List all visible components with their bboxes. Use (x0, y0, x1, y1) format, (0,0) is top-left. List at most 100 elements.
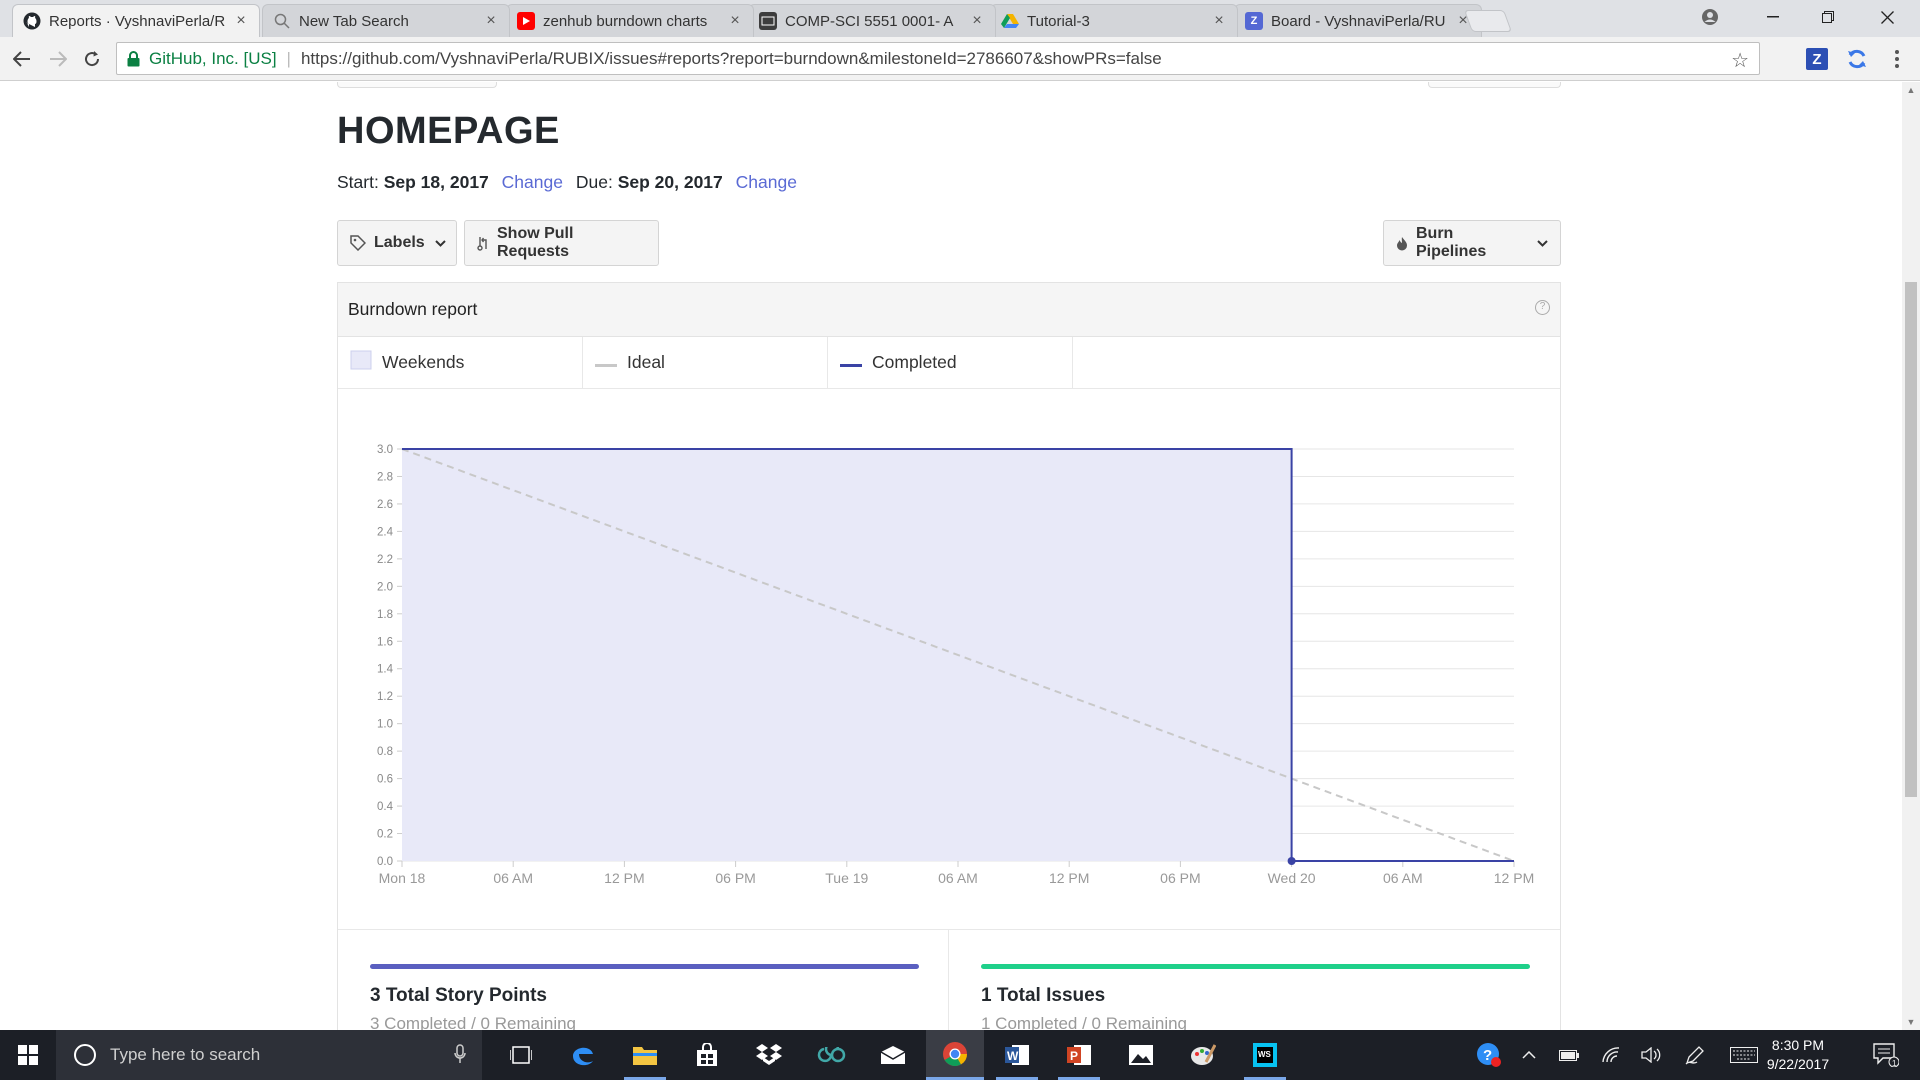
minimize-icon[interactable] (1745, 0, 1800, 34)
mail-icon[interactable] (864, 1030, 922, 1080)
burn-pipelines-button[interactable]: Burn Pipelines (1383, 220, 1561, 266)
legend-ideal-label: Ideal (627, 352, 665, 372)
browser-tab[interactable]: New Tab Search × (262, 4, 510, 37)
tab-close-icon[interactable]: × (972, 12, 982, 29)
blackboard-icon (759, 12, 777, 30)
svg-text:WS: WS (1258, 1050, 1272, 1059)
change-start-link[interactable]: Change (501, 172, 563, 192)
ideal-swatch (595, 352, 617, 373)
legend-completed[interactable]: Completed (828, 337, 1073, 388)
chart-legend: Weekends Ideal Completed (338, 337, 1560, 389)
y-tick-label: 0.8 (377, 746, 393, 758)
tab-close-icon[interactable]: × (730, 12, 740, 29)
show-hidden-icons-icon[interactable] (1516, 1030, 1542, 1080)
tab-close-icon[interactable]: × (1458, 12, 1468, 29)
browser-tab-title: COMP-SCI 5551 0001- A (785, 12, 954, 30)
page-scrollbar[interactable]: ▲ ▼ (1902, 82, 1920, 1030)
paint-icon[interactable] (1174, 1030, 1232, 1080)
browser-tab-title: Board - VyshnaviPerla/RU (1271, 12, 1446, 30)
y-tick-label: 2.4 (377, 526, 394, 538)
bookmark-star-icon[interactable]: ☆ (1731, 50, 1749, 72)
action-center-icon[interactable]: 1 (1866, 1030, 1906, 1080)
legend-ideal[interactable]: Ideal (583, 337, 828, 388)
browser-tab[interactable]: COMP-SCI 5551 0001- A × (748, 4, 996, 37)
reload-icon[interactable] (78, 45, 106, 73)
legend-weekends[interactable]: Weekends (338, 337, 583, 388)
word-icon[interactable]: W (988, 1030, 1046, 1080)
back-icon[interactable] (8, 45, 36, 73)
ideal-line (401, 448, 1515, 862)
windows-start-icon[interactable] (0, 1030, 56, 1080)
flame-icon (1396, 236, 1408, 251)
y-tick-label: 1.4 (377, 664, 394, 676)
powerpoint-icon[interactable]: P (1050, 1030, 1108, 1080)
tab-close-icon[interactable]: × (486, 12, 496, 29)
profile-icon[interactable] (1682, 0, 1737, 34)
browser-tab[interactable]: Z Board - VyshnaviPerla/RU × (1234, 4, 1482, 37)
dropbox-icon[interactable] (740, 1030, 798, 1080)
wifi-icon[interactable] (1596, 1030, 1626, 1080)
labels-button[interactable]: Labels (337, 220, 457, 266)
change-due-link[interactable]: Change (735, 172, 797, 192)
cert-org: GitHub, Inc. [US] (149, 48, 277, 68)
tab-close-icon[interactable]: × (236, 12, 246, 29)
running-indicator (1244, 1077, 1286, 1080)
new-tab-button[interactable] (1463, 10, 1513, 32)
scroll-up-icon[interactable]: ▲ (1906, 85, 1916, 95)
sync-extension-icon[interactable] (1844, 46, 1870, 72)
x-tick-label: Mon 18 (379, 870, 426, 886)
forward-icon[interactable] (44, 45, 72, 73)
browser-tab-strip: Z Board - VyshnaviPerla/RU × Tutorial-3 × COM… (0, 0, 1920, 37)
completed-point (1287, 857, 1296, 865)
photos-icon[interactable] (1112, 1030, 1170, 1080)
browser-tab[interactable]: Reports · VyshnaviPerla/R × (12, 4, 260, 37)
file-explorer-icon[interactable] (616, 1030, 674, 1080)
keyboard-icon[interactable] (1726, 1030, 1762, 1080)
taskbar-search-box[interactable]: Type here to search (56, 1030, 482, 1080)
system-clock[interactable]: 8:30 PM 9/22/2017 (1758, 1036, 1838, 1074)
browser-tab[interactable]: Tutorial-3 × (990, 4, 1238, 37)
weekends-swatch (350, 350, 372, 375)
page-content: HOMEPAGE Start: Sep 18, 2017 Change Due:… (0, 82, 1902, 1030)
restore-icon[interactable] (1800, 0, 1855, 34)
x-tick-label: 12 PM (604, 870, 644, 886)
start-date: Sep 18, 2017 (383, 172, 489, 192)
chrome-icon[interactable] (926, 1030, 984, 1080)
scroll-down-icon[interactable]: ▼ (1906, 1017, 1916, 1027)
windows-taskbar: Type here to search W P WS (0, 1030, 1920, 1080)
browser-tab-title: Tutorial-3 (1027, 12, 1090, 30)
y-tick-label: 3.0 (377, 444, 393, 456)
running-indicator (1058, 1077, 1100, 1080)
y-tick-label: 2.6 (377, 499, 393, 511)
tab-close-icon[interactable]: × (1214, 12, 1224, 29)
completed-area (402, 449, 1292, 861)
arduino-icon[interactable] (802, 1030, 860, 1080)
help-icon[interactable]: ? (1535, 300, 1550, 315)
zenhub-extension-icon[interactable]: Z (1806, 48, 1828, 70)
y-tick-label: 2.8 (377, 471, 393, 483)
clock-date: 9/22/2017 (1766, 1056, 1830, 1072)
chrome-menu-icon[interactable] (1884, 46, 1910, 72)
legend-weekends-label: Weekends (382, 352, 465, 372)
task-view-icon[interactable] (492, 1030, 550, 1080)
microphone-icon[interactable] (454, 1044, 466, 1069)
search-icon (273, 12, 291, 30)
address-bar[interactable]: GitHub, Inc. [US] | https://github.com/V… (116, 42, 1760, 75)
battery-icon[interactable] (1554, 1030, 1584, 1080)
store-icon[interactable] (678, 1030, 736, 1080)
scrollbar-thumb[interactable] (1905, 282, 1917, 797)
show-pull-requests-button[interactable]: Show Pull Requests (464, 220, 659, 266)
help-tray-icon[interactable]: ? (1474, 1030, 1504, 1080)
story-points-progress-bar (370, 964, 919, 969)
youtube-icon (517, 12, 535, 30)
top-button-stub (1428, 82, 1561, 88)
volume-icon[interactable] (1636, 1030, 1666, 1080)
webstorm-icon[interactable]: WS (1236, 1030, 1294, 1080)
browser-tab[interactable]: zenhub burndown charts × (506, 4, 754, 37)
x-tick-label: 06 AM (493, 870, 533, 886)
edge-browser-icon[interactable] (554, 1030, 612, 1080)
close-window-icon[interactable] (1860, 0, 1915, 34)
x-tick-label: 06 AM (1383, 870, 1423, 886)
pen-icon[interactable] (1680, 1030, 1710, 1080)
y-tick-label: 1.0 (377, 719, 393, 731)
